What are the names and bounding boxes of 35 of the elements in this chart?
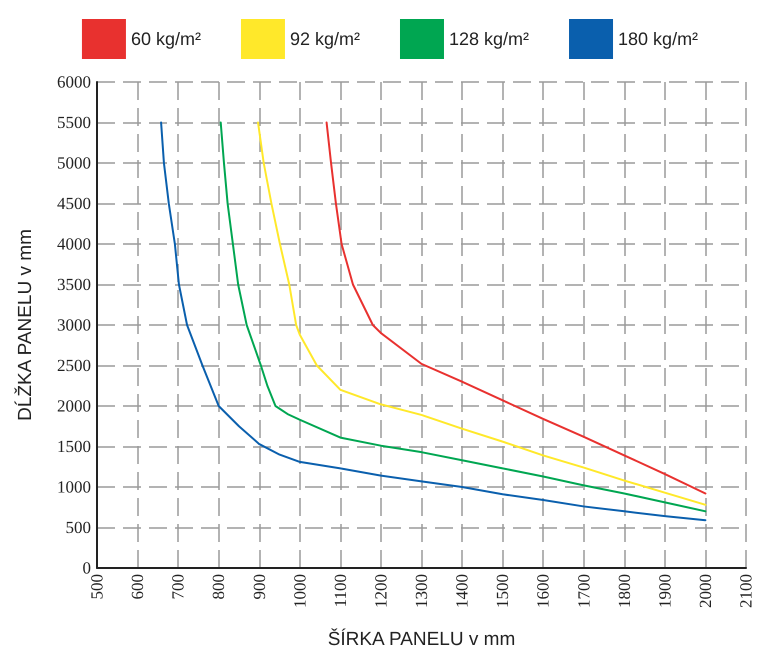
legend-label: 60 kg/m² xyxy=(130,29,201,49)
x-axis-title: ŠÍRKA PANELU v mm xyxy=(328,628,516,650)
y-tick-label: 1000 xyxy=(57,478,91,496)
x-tick-label: 1900 xyxy=(655,574,674,608)
x-tick-label: 900 xyxy=(250,574,269,600)
x-tick-label: 1000 xyxy=(290,574,310,608)
line-series xyxy=(326,122,706,494)
y-tick-label: 3000 xyxy=(57,316,91,334)
x-tick-label: 1600 xyxy=(534,574,553,608)
x-tick-label: 700 xyxy=(168,574,188,600)
y-tick-label: 5500 xyxy=(57,113,91,132)
y-tick-label: 500 xyxy=(66,518,91,537)
y-axis-title: DĹŽKA PANELU v mm xyxy=(14,229,36,421)
y-tick-label: 2000 xyxy=(57,396,91,416)
y-tick-label: 6000 xyxy=(57,72,91,92)
x-tick-label: 600 xyxy=(128,574,148,600)
x-tick-label: 1500 xyxy=(493,574,512,608)
x-tick-label: 800 xyxy=(209,574,228,600)
y-tick-label: 1500 xyxy=(57,437,91,456)
y-tick-label: 3500 xyxy=(57,275,91,294)
y-tick-label: 2500 xyxy=(57,356,91,375)
x-tick-label: 1100 xyxy=(330,574,350,608)
x-tick-label: 1400 xyxy=(452,574,472,608)
legend-label: 128 kg/m² xyxy=(448,29,530,49)
x-tick-label: 2100 xyxy=(736,574,756,608)
x-tick-label: 1800 xyxy=(614,574,634,608)
x-tick-label: 1300 xyxy=(412,574,431,608)
legend-label: 92 kg/m² xyxy=(290,29,360,49)
legend-label: 180 kg/m² xyxy=(618,29,698,49)
y-tick-label: 4500 xyxy=(57,194,91,213)
y-tick-label: 4000 xyxy=(57,234,91,254)
x-tick-label: 1200 xyxy=(371,574,390,608)
y-tick-label: 5000 xyxy=(57,154,91,172)
x-tick-label: 2000 xyxy=(696,574,715,608)
x-tick-label: 1700 xyxy=(574,574,594,608)
